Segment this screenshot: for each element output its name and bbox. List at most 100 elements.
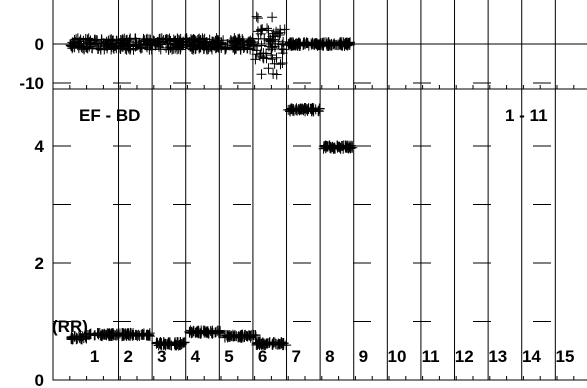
residual-point [138, 36, 149, 47]
residual-point [257, 24, 268, 35]
ratio-point [277, 340, 288, 351]
residual-point [277, 48, 288, 59]
residual-point [279, 24, 290, 35]
ratio-point [313, 105, 324, 116]
ratio-point [337, 140, 348, 151]
residual-point [256, 69, 267, 80]
residual-point [190, 44, 201, 55]
residual-point [265, 34, 276, 45]
annotation-rr: (RR) [52, 317, 88, 336]
residual-point [268, 28, 279, 39]
ratio-point [207, 328, 218, 339]
channel-label: 1 [90, 347, 99, 366]
residual-point [213, 35, 224, 46]
residual-point [169, 36, 180, 47]
ratio-point [276, 338, 287, 349]
residual-point [259, 33, 270, 44]
ratio-point [224, 330, 235, 341]
residual-point [267, 54, 278, 65]
ratio-point [143, 330, 154, 341]
channel-label: 14 [522, 347, 541, 366]
residual-point [155, 44, 166, 55]
ratio-point [302, 104, 313, 115]
channel-label: 10 [388, 347, 407, 366]
ratio-point [190, 327, 201, 338]
residual-point [233, 34, 244, 45]
residual-point [211, 40, 222, 51]
residual-point [256, 40, 267, 51]
ratio-point [287, 105, 298, 116]
residual-point [157, 36, 168, 47]
ratio-point [85, 329, 96, 340]
residual-point [262, 23, 273, 34]
residual-point [203, 44, 214, 55]
ratio-point [196, 325, 207, 336]
residual-point [200, 37, 211, 48]
ratio-point [155, 339, 166, 350]
residual-point [119, 37, 130, 48]
residual-point [199, 43, 210, 54]
residual-point [243, 36, 254, 47]
residual-point [252, 13, 263, 24]
residual-point [106, 44, 117, 55]
residual-point [191, 35, 202, 46]
residual-point [298, 37, 309, 48]
ratio-point [66, 331, 77, 342]
channel-label: 5 [224, 347, 233, 366]
residual-point [336, 37, 347, 48]
channel-label: 7 [291, 347, 300, 366]
ratio-ytick-label: 4 [35, 137, 45, 156]
ratio-point [345, 142, 356, 153]
residual-point [277, 39, 288, 50]
residual-point [268, 68, 279, 79]
residual-point [269, 58, 280, 69]
ratio-point [299, 103, 310, 114]
ratio-point [117, 330, 128, 341]
residual-point [163, 38, 174, 49]
residual-point [271, 52, 282, 63]
residual-point [103, 38, 114, 49]
residual-point [73, 40, 84, 51]
channel-label: 6 [258, 347, 267, 366]
residual-point [242, 43, 253, 54]
ratio-point [314, 103, 325, 114]
ratio-point [330, 143, 341, 154]
ratio-point [142, 329, 153, 340]
residual-point [277, 57, 288, 68]
residual-point [276, 43, 287, 54]
residual-ytick-label: 0 [35, 35, 44, 54]
residual-point [139, 35, 150, 46]
channel-label: 2 [123, 347, 132, 366]
ratio-point [246, 330, 257, 341]
residual-point [250, 54, 261, 65]
residual-point [229, 44, 240, 55]
residual-point [96, 36, 107, 47]
residual-point [230, 43, 241, 54]
residual-point [145, 40, 156, 51]
ratio-point [258, 339, 269, 350]
annotation-range: 1 - 11 [505, 106, 548, 125]
residual-point [105, 34, 116, 45]
residual-point [267, 12, 278, 23]
residual-point [221, 42, 232, 53]
ratio-panel: 0 2 4 [35, 88, 587, 388]
residual-point [275, 59, 286, 70]
labels-layer: 12345678910111213141516EF - BD1 - 11(RR) [52, 106, 574, 366]
ratio-point [66, 333, 77, 344]
channel-label: 11 [422, 347, 440, 366]
channel-label: 8 [325, 347, 334, 366]
ratio-frame [52, 88, 587, 381]
residual-point [323, 40, 334, 51]
residual-panel: 0 -10 [19, 0, 587, 93]
residual-point [285, 39, 296, 50]
residual-point [164, 33, 175, 44]
channel-label: 13 [488, 347, 507, 366]
residual-point [220, 42, 231, 53]
residual-point [324, 39, 335, 50]
ratio-point [213, 325, 224, 336]
ratio-point [221, 330, 232, 341]
residual-point [146, 44, 157, 55]
ratio-point [75, 331, 86, 342]
ratio-point [290, 104, 301, 115]
residual-point [121, 35, 132, 46]
